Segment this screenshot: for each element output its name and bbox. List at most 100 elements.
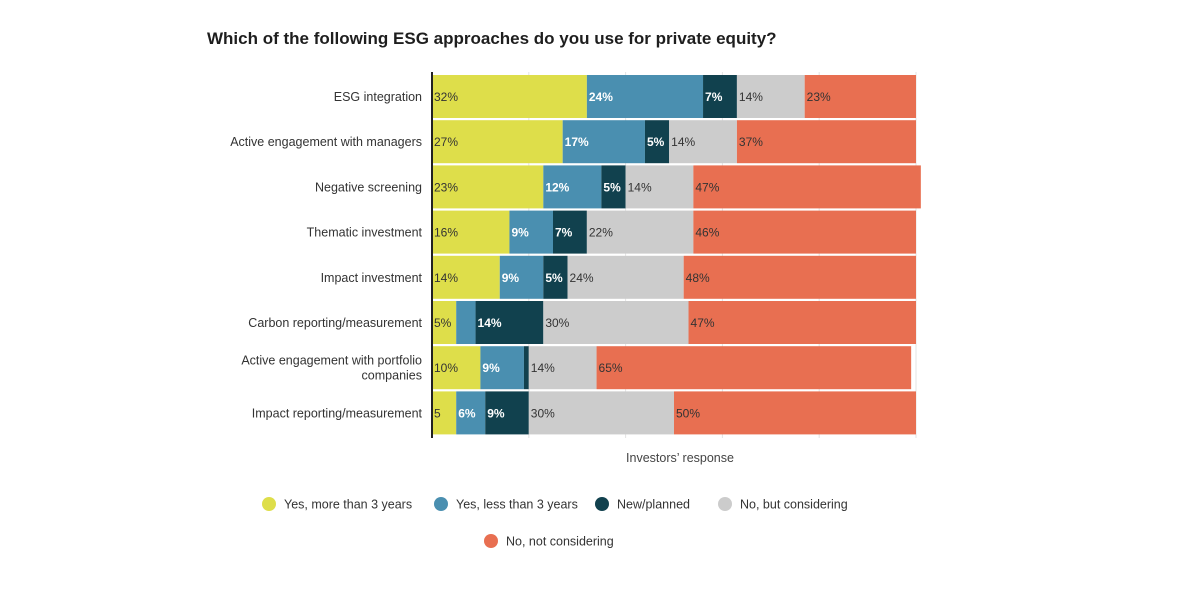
data-label: 27% [434, 135, 458, 149]
legend: Yes, more than 3 years Yes, less than 3 y… [262, 497, 848, 549]
category-label: Impact reporting/measurement [252, 406, 423, 420]
bar-segment [485, 391, 529, 435]
bar-segment [693, 210, 916, 254]
value-labels: 32% 24% 7% 14% 23% 27% 17% 5% 14% 37% 23% 12% 5% 14% 4… [434, 90, 831, 420]
legend-label: No, but considering [740, 498, 848, 512]
data-label: 5% [434, 316, 452, 330]
bar-segment [432, 210, 510, 254]
bar-segment [688, 301, 916, 344]
bar-segment [543, 255, 568, 299]
data-label: 5 [434, 406, 441, 420]
category-label: Carbon reporting/measurement [248, 316, 422, 330]
category-label: Thematic investment [307, 226, 423, 240]
data-label: 14% [434, 271, 458, 285]
data-label: 14% [478, 316, 502, 330]
bar-segment [432, 165, 544, 209]
bar-segment [601, 165, 626, 209]
bar-segment [432, 391, 457, 435]
data-label: 9% [502, 271, 520, 285]
category-label: Negative screening [315, 180, 422, 194]
data-label: 5% [603, 180, 621, 194]
bar-segment [586, 210, 694, 254]
bar-segment [528, 391, 674, 435]
category-label: ESG integration [334, 90, 422, 104]
data-label: 23% [807, 90, 831, 104]
bar-segment [736, 75, 805, 118]
bar-segment [567, 255, 684, 299]
category-label: Impact investment [321, 271, 423, 285]
category-label: Active engagement with managers [230, 135, 422, 149]
bar-segment [528, 346, 597, 390]
bar-segment [509, 210, 553, 254]
legend-marker [434, 497, 448, 511]
bar-segment [736, 120, 916, 164]
bar-segment [432, 75, 587, 118]
data-label: 14% [628, 180, 652, 194]
data-label: 10% [434, 361, 458, 375]
data-label: 5% [545, 271, 563, 285]
legend-label: New/planned [617, 498, 690, 512]
legend-marker [718, 497, 732, 511]
data-label: 30% [545, 316, 569, 330]
bar-segment [432, 120, 563, 164]
data-label: 46% [695, 226, 719, 240]
bar-segment [432, 346, 481, 390]
bar-segment [586, 75, 704, 118]
legend-label: No, not considering [506, 535, 614, 549]
data-label: 6% [458, 406, 476, 420]
data-label: 24% [589, 90, 613, 104]
data-label: 7% [555, 226, 573, 240]
legend-marker [262, 497, 276, 511]
data-label: 9% [487, 406, 505, 420]
data-label: 47% [695, 180, 719, 194]
bar-segment [543, 165, 602, 209]
bar-segment [562, 120, 645, 164]
x-axis-label: Investors’ response [626, 451, 734, 465]
bar-segment [475, 301, 544, 344]
data-label: 9% [482, 361, 500, 375]
data-label: 23% [434, 180, 458, 194]
bars [432, 75, 921, 435]
bar-segment [456, 391, 486, 435]
bar-segment [703, 75, 737, 118]
category-labels: ESG integration Active engagement with ma… [230, 90, 422, 420]
bar-segment [543, 301, 689, 344]
bar-segment [456, 301, 476, 344]
data-label: 14% [671, 135, 695, 149]
legend-label: Yes, less than 3 years [456, 498, 578, 512]
data-label: 48% [686, 271, 710, 285]
bar-segment [625, 165, 694, 209]
legend-marker [484, 534, 498, 548]
bar-segment [480, 346, 524, 390]
data-label: 37% [739, 135, 763, 149]
bar-segment [596, 346, 912, 390]
data-label: 47% [691, 316, 715, 330]
bar-segment [644, 120, 670, 164]
data-label: 50% [676, 406, 700, 420]
bar-segment [553, 210, 587, 254]
data-label: 65% [599, 361, 623, 375]
category-label: Active engagement with portfolio companie… [241, 354, 422, 383]
data-label: 14% [739, 90, 763, 104]
data-label: 22% [589, 226, 613, 240]
data-label: 32% [434, 90, 458, 104]
bar-segment [674, 391, 916, 435]
chart-title: Which of the following ESG approaches do… [207, 29, 777, 48]
bar-segment [499, 255, 544, 299]
legend-label: Yes, more than 3 years [284, 498, 412, 512]
bar-segment [804, 75, 916, 118]
data-label: 14% [531, 361, 555, 375]
legend-marker [595, 497, 609, 511]
data-label: 24% [570, 271, 594, 285]
data-label: 17% [565, 135, 589, 149]
data-label: 30% [531, 406, 555, 420]
bar-segment [693, 165, 921, 209]
bar-segment [432, 255, 500, 299]
bar-segment [669, 120, 737, 164]
bar-segment [683, 255, 916, 299]
data-label: 9% [511, 226, 529, 240]
data-label: 12% [545, 180, 569, 194]
data-label: 7% [705, 90, 723, 104]
bar-segment [523, 346, 529, 390]
